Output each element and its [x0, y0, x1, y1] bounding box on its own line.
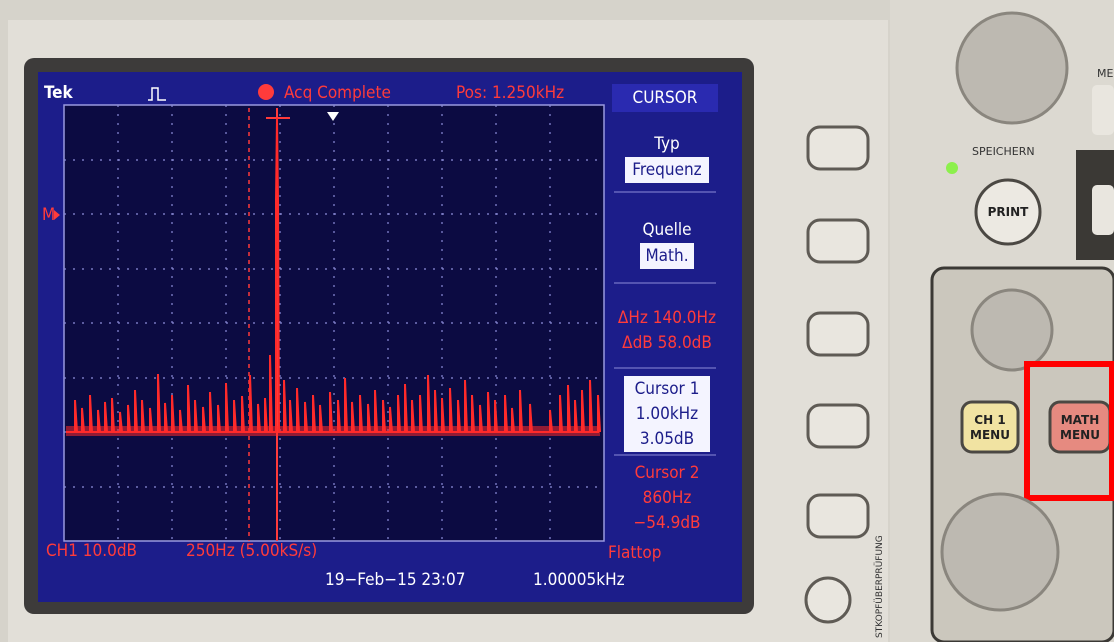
noise-floor [66, 426, 600, 436]
ch1-label: MENU [970, 428, 1010, 442]
math-menu-button[interactable] [1048, 400, 1112, 454]
spectrum-trace [66, 117, 601, 433]
menu-button-3[interactable] [806, 311, 870, 357]
trigger-marker [327, 112, 339, 121]
cursor-2-db: −54.9dB [633, 513, 700, 533]
menu-button-5[interactable] [806, 493, 870, 539]
math-label: MATH [1061, 413, 1100, 427]
cursor-1-label: Cursor 1 [635, 379, 700, 399]
position: Pos: 1.250kHz [456, 83, 564, 103]
ch1-menu-button[interactable] [960, 400, 1020, 454]
date: 19−Feb−15 23:07 [325, 570, 465, 590]
menu-off-button[interactable] [804, 576, 852, 624]
knob[interactable] [970, 288, 1054, 372]
highlight [1024, 361, 1114, 501]
channel-scale: CH1 10.0dB [46, 541, 137, 561]
menu-value: Math. [645, 246, 688, 266]
menu-title: CURSOR [633, 88, 698, 108]
menu-label: Quelle [642, 220, 691, 240]
probe-check-label: STKOPFÜBERPRÜFUNG [874, 535, 885, 638]
delta-hz: ΔHz 140.0Hz [618, 308, 716, 328]
menu-button-1[interactable] [806, 125, 870, 171]
store-label: SPEICHERN [972, 145, 1035, 158]
math-label: MENU [1060, 428, 1100, 442]
menu-button-4[interactable] [806, 403, 870, 449]
run-indicator [258, 84, 274, 100]
partial-label: ME [1097, 67, 1113, 80]
menu-value-box [640, 243, 694, 269]
print-label: PRINT [988, 205, 1030, 219]
knob[interactable] [940, 492, 1060, 612]
cursor-1-db: 3.05dB [640, 429, 694, 449]
cursor-2-freq: 860Hz [643, 488, 692, 508]
menu-label: Typ [653, 134, 679, 154]
menu-button-2[interactable] [806, 218, 870, 264]
math-marker: M [42, 205, 55, 225]
delta-db: ΔdB 58.0dB [622, 333, 712, 353]
ch1-label: CH 1 [974, 413, 1005, 427]
cursor-1-box [624, 376, 710, 452]
window: Flattop [608, 543, 661, 563]
menu-value: Frequenz [632, 160, 701, 180]
menu-value-box [625, 157, 709, 183]
frequency: 1.00005kHz [533, 570, 625, 590]
trigger-icon [148, 87, 166, 101]
side-button[interactable] [1092, 85, 1114, 135]
span: 250Hz (5.00kS/s) [186, 541, 317, 561]
print-button[interactable] [974, 178, 1042, 246]
cursor-1-freq: 1.00kHz [636, 404, 698, 424]
store-led [946, 162, 958, 174]
acq-status: Acq Complete [284, 83, 391, 103]
knob[interactable] [955, 11, 1069, 125]
side-button[interactable] [1092, 185, 1114, 235]
marker-arrow [54, 210, 60, 220]
menu-title-box [612, 84, 718, 112]
brand: Tek [44, 83, 74, 103]
cursor-2-label: Cursor 2 [635, 463, 700, 483]
